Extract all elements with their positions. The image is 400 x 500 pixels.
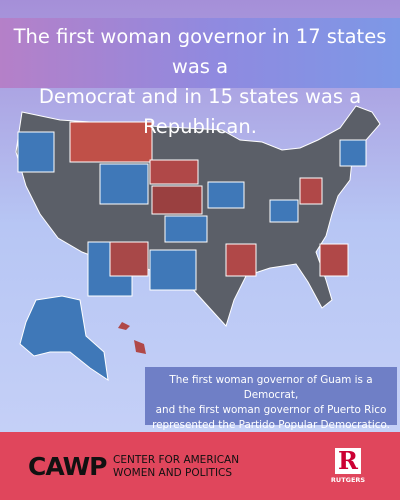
note-line: and the first woman governor of Puerto R… [155,404,387,416]
footer: CAWP CENTER FOR AMERICAN WOMEN AND POLIT… [0,432,400,500]
kentucky [269,199,299,223]
south-carolina [319,243,349,277]
iowa [207,181,245,209]
wyoming [99,163,149,205]
note-box: The first woman governor of Guam is a De… [145,367,397,431]
note-line: The first woman governor of Guam is a De… [169,374,373,401]
logo: CAWP [28,452,107,481]
texas [149,249,197,291]
louisiana [225,243,257,277]
title-line: Democrat and in 15 states was a Republic… [38,85,362,138]
hawaii [118,322,130,330]
oregon [17,131,55,173]
new-england [339,139,367,167]
oklahoma [164,215,208,243]
kansas-nebraska [151,185,203,215]
state-photos [17,121,367,297]
org-line: CENTER FOR AMERICAN [113,454,240,466]
south-dakota [149,159,199,185]
title-banner: The first woman governor in 17 states wa… [0,18,400,138]
ohio [299,177,323,205]
title-line: The first woman governor in 17 states wa… [13,25,387,78]
montana [69,121,153,163]
university-name: RUTGERS [330,476,366,484]
alaska [19,295,109,382]
new-mexico [109,241,149,277]
note-line: represented the Partido Popular Democrat… [152,419,390,431]
org-name: CENTER FOR AMERICAN WOMEN AND POLITICS [113,454,239,480]
hawaii [134,340,146,354]
map [15,105,381,382]
org-line: WOMEN AND POLITICS [113,467,233,479]
university-mark: R [335,448,361,474]
